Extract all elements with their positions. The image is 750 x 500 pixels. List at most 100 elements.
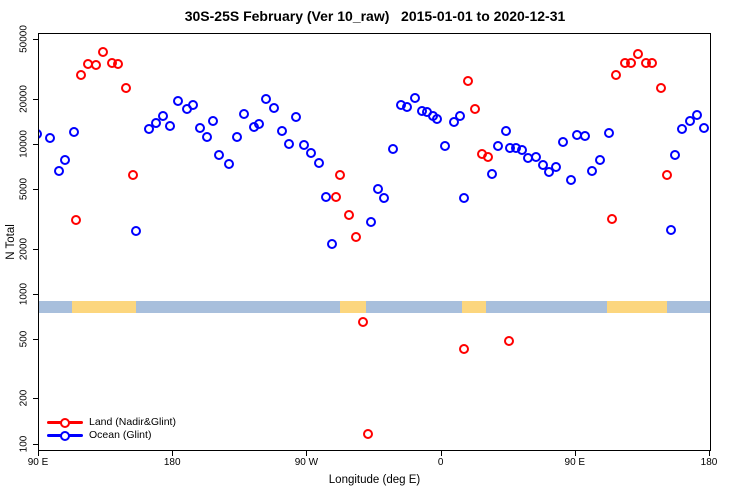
data-point-ocean	[458, 192, 469, 203]
data-point-ocean	[164, 121, 175, 132]
band-segment-land	[607, 300, 667, 314]
data-point-ocean	[39, 128, 43, 139]
data-point-land	[611, 70, 622, 81]
data-point-land	[482, 151, 493, 162]
band-segment-ocean	[365, 300, 463, 314]
x-tick-label: 180	[163, 457, 181, 468]
data-point-land	[70, 214, 81, 225]
x-tick	[38, 451, 39, 456]
x-axis-title: Longitude (deg E)	[328, 474, 421, 486]
data-point-ocean	[486, 169, 497, 180]
data-point-land	[97, 47, 108, 57]
ocean-marker-icon	[47, 430, 83, 441]
x-tick-label: 90 W	[294, 457, 319, 468]
band-segment-ocean	[135, 300, 341, 314]
data-point-land	[112, 58, 123, 69]
land-circle-icon	[60, 417, 70, 428]
data-point-land	[335, 169, 346, 180]
y-tick-label: 1000	[18, 282, 30, 305]
data-point-ocean	[595, 154, 606, 165]
data-point-land	[351, 231, 361, 242]
data-point-ocean	[372, 183, 383, 194]
y-tick-label: 5000	[18, 177, 30, 201]
y-tick-label: 50000	[18, 25, 30, 54]
data-point-ocean	[387, 143, 398, 154]
data-point-ocean	[551, 161, 562, 172]
data-point-ocean	[431, 113, 442, 124]
x-tick	[172, 451, 174, 456]
data-point-ocean	[232, 131, 243, 142]
data-point-ocean	[143, 123, 154, 134]
data-point-land	[75, 70, 86, 81]
data-point-ocean	[543, 166, 554, 177]
data-point-ocean	[537, 159, 548, 170]
data-point-land	[331, 192, 342, 203]
data-point-ocean	[492, 140, 503, 151]
data-point-ocean	[530, 151, 541, 162]
data-point-ocean	[366, 216, 377, 227]
band-segment-land	[71, 300, 136, 314]
data-point-ocean	[666, 224, 677, 235]
data-point-ocean	[224, 158, 235, 169]
data-point-ocean	[566, 174, 577, 185]
x-tick-label: 180	[700, 457, 718, 468]
y-tick	[33, 338, 38, 340]
band-segment-ocean	[39, 300, 72, 314]
data-point-ocean	[53, 165, 64, 176]
data-point-ocean	[677, 123, 688, 134]
data-point-land	[462, 76, 473, 87]
data-point-ocean	[439, 140, 450, 151]
y-tick	[33, 189, 38, 191]
data-point-ocean	[699, 123, 710, 134]
x-tick-label: 90 E	[564, 457, 586, 468]
y-tick-label: 500	[18, 330, 30, 348]
y-tick-label: 2000	[18, 237, 30, 260]
data-point-ocean	[254, 118, 265, 129]
y-tick	[33, 248, 38, 250]
data-point-land	[90, 59, 101, 70]
band-segment-land	[462, 300, 487, 314]
data-point-ocean	[558, 136, 569, 147]
data-point-ocean	[448, 116, 459, 127]
data-point-land	[344, 210, 354, 221]
data-point-ocean	[500, 125, 511, 136]
plot-area: Land (Nadir&Glint) Ocean (Glint)	[38, 33, 711, 451]
land-marker-icon	[47, 417, 83, 428]
data-point-ocean	[454, 110, 465, 121]
x-tick	[574, 451, 576, 456]
data-point-land	[127, 169, 138, 180]
data-point-land	[662, 169, 673, 180]
data-point-ocean	[670, 149, 681, 160]
data-point-ocean	[299, 139, 310, 150]
x-tick	[440, 451, 442, 456]
y-tick-label: 100	[18, 435, 30, 452]
data-point-ocean	[269, 103, 280, 114]
data-point-ocean	[208, 115, 219, 126]
legend: Land (Nadir&Glint) Ocean (Glint)	[47, 416, 176, 442]
data-point-ocean	[685, 115, 696, 126]
data-point-ocean	[150, 118, 161, 129]
legend-label-ocean: Ocean (Glint)	[89, 429, 152, 441]
data-point-land	[458, 343, 469, 354]
y-tick	[33, 143, 38, 145]
data-point-ocean	[587, 165, 598, 176]
legend-item-land: Land (Nadir&Glint)	[47, 416, 176, 429]
data-point-land	[469, 103, 480, 114]
y-tick	[33, 39, 38, 41]
data-point-ocean	[157, 110, 168, 121]
x-tick	[306, 451, 308, 456]
data-point-ocean	[401, 101, 412, 112]
data-point-ocean	[188, 99, 199, 110]
x-tick-label: 0	[437, 457, 444, 468]
data-point-land	[358, 316, 369, 327]
data-point-land	[647, 57, 658, 68]
legend-label-land: Land (Nadir&Glint)	[89, 416, 176, 428]
y-tick-label: 20000	[18, 84, 30, 113]
data-point-land	[656, 83, 667, 94]
band-segment-ocean	[486, 300, 608, 314]
band-segment-ocean	[666, 300, 710, 314]
data-point-ocean	[379, 192, 390, 203]
data-point-ocean	[409, 93, 420, 104]
data-point-ocean	[214, 149, 225, 160]
y-tick	[33, 398, 38, 400]
